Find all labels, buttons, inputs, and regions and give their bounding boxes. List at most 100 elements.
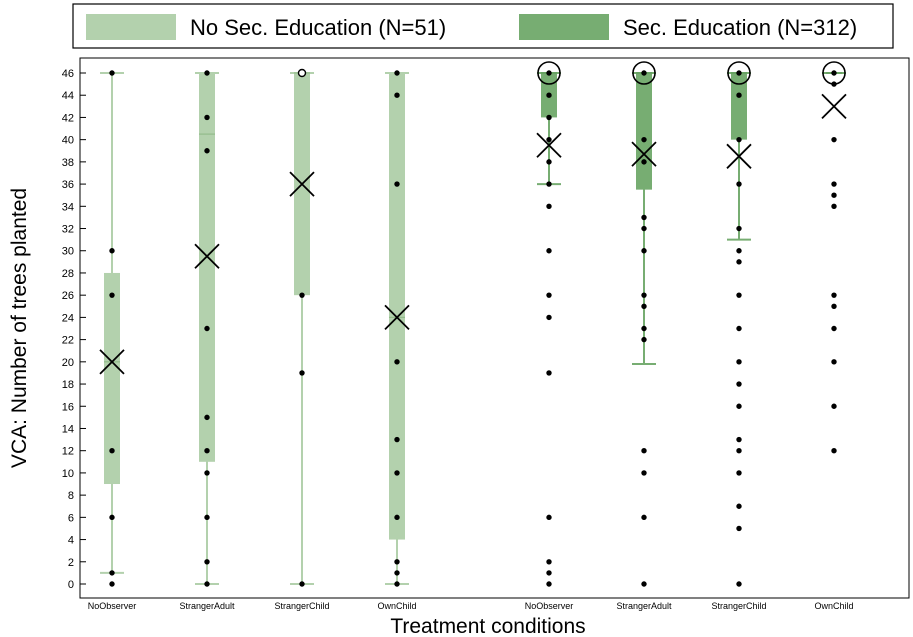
data-point <box>546 514 552 521</box>
data-point <box>641 136 647 143</box>
y-tick-label: 14 <box>62 423 74 435</box>
data-point <box>831 292 837 298</box>
data-point <box>546 70 552 76</box>
data-point <box>831 403 837 409</box>
y-tick-label: 46 <box>62 68 74 80</box>
data-point <box>736 292 742 298</box>
median-circle <box>632 61 656 85</box>
box-group <box>536 61 562 587</box>
data-point <box>299 370 305 376</box>
x-category-label: NoObserver <box>525 601 574 611</box>
median-circle <box>537 61 561 85</box>
data-point <box>546 203 552 210</box>
data-point <box>736 248 742 254</box>
y-tick-label: 2 <box>68 557 74 569</box>
data-point <box>204 447 210 454</box>
data-point <box>831 325 837 332</box>
x-category-label: NoObserver <box>88 601 137 611</box>
mean-marker <box>99 349 125 375</box>
data-point <box>736 470 742 476</box>
x-category-label: StrangerAdult <box>179 601 235 611</box>
legend-label-no-sec-education: No Sec. Education (N=51) <box>190 15 446 40</box>
y-tick-label: 40 <box>62 135 74 147</box>
y-tick-label: 16 <box>62 401 74 413</box>
data-point <box>204 325 210 332</box>
data-point <box>109 514 115 521</box>
data-point <box>546 248 552 254</box>
plot-frame <box>79 57 910 599</box>
box-group <box>194 70 220 587</box>
box-group <box>726 61 752 587</box>
data-point <box>204 114 210 121</box>
data-point <box>546 570 552 576</box>
x-category-label: StrangerAdult <box>616 601 672 611</box>
y-tick-label: 28 <box>62 268 74 280</box>
y-tick-label: 20 <box>62 357 74 369</box>
data-point <box>394 436 400 443</box>
mean-marker <box>536 132 562 158</box>
data-point <box>204 581 210 587</box>
data-point <box>736 181 742 187</box>
data-point <box>109 570 115 576</box>
data-point <box>204 148 210 154</box>
data-point <box>641 514 647 521</box>
data-point <box>831 181 837 187</box>
data-point <box>736 403 742 409</box>
data-point <box>546 370 552 376</box>
y-tick-label: 12 <box>62 446 74 458</box>
data-point <box>546 581 552 587</box>
data-point <box>736 447 742 454</box>
data-point <box>831 303 837 309</box>
data-point <box>204 559 210 565</box>
mean-marker <box>384 304 410 331</box>
data-point <box>546 92 552 98</box>
data-point <box>641 214 647 221</box>
data-point <box>641 248 647 254</box>
data-point <box>546 136 552 143</box>
y-tick-label: 8 <box>68 490 74 502</box>
median-marker <box>297 68 307 78</box>
box-group <box>631 61 657 587</box>
y-tick-label: 18 <box>62 379 74 391</box>
data-point <box>736 436 742 443</box>
data-point <box>394 181 400 187</box>
data-point <box>736 503 742 509</box>
mean-marker <box>289 171 315 197</box>
x-category-label: OwnChild <box>814 601 853 611</box>
box-group <box>384 70 410 587</box>
data-point <box>546 292 552 298</box>
data-point <box>204 70 210 76</box>
x-category-label: StrangerChild <box>274 601 329 611</box>
data-point <box>394 92 400 98</box>
legend-frame <box>72 3 894 49</box>
y-tick-label: 22 <box>62 335 74 347</box>
data-point <box>831 70 837 76</box>
data-point <box>299 581 305 587</box>
x-axis-title: Treatment conditions <box>390 615 585 637</box>
box-iqr <box>389 73 405 540</box>
box-iqr <box>104 272 120 485</box>
data-point <box>204 414 210 421</box>
data-point <box>736 70 742 76</box>
data-point <box>546 114 552 121</box>
boxes <box>99 61 847 587</box>
x-category-label: StrangerChild <box>711 601 766 611</box>
data-point <box>299 292 305 298</box>
y-tick-label: 44 <box>62 90 74 102</box>
data-point <box>641 336 647 343</box>
data-point <box>394 470 400 476</box>
data-point <box>831 447 837 454</box>
box-group <box>99 70 125 587</box>
y-tick-label: 6 <box>68 512 74 524</box>
y-tick-label: 38 <box>62 157 74 169</box>
box-iqr <box>199 73 215 462</box>
y-axis-title: VCA: Number of trees planted <box>8 188 31 468</box>
data-point <box>736 359 742 365</box>
box-group <box>821 61 847 454</box>
data-point <box>109 447 115 454</box>
data-point <box>641 159 647 165</box>
data-point <box>546 159 552 165</box>
data-point <box>831 203 837 210</box>
mean-marker <box>631 141 657 167</box>
